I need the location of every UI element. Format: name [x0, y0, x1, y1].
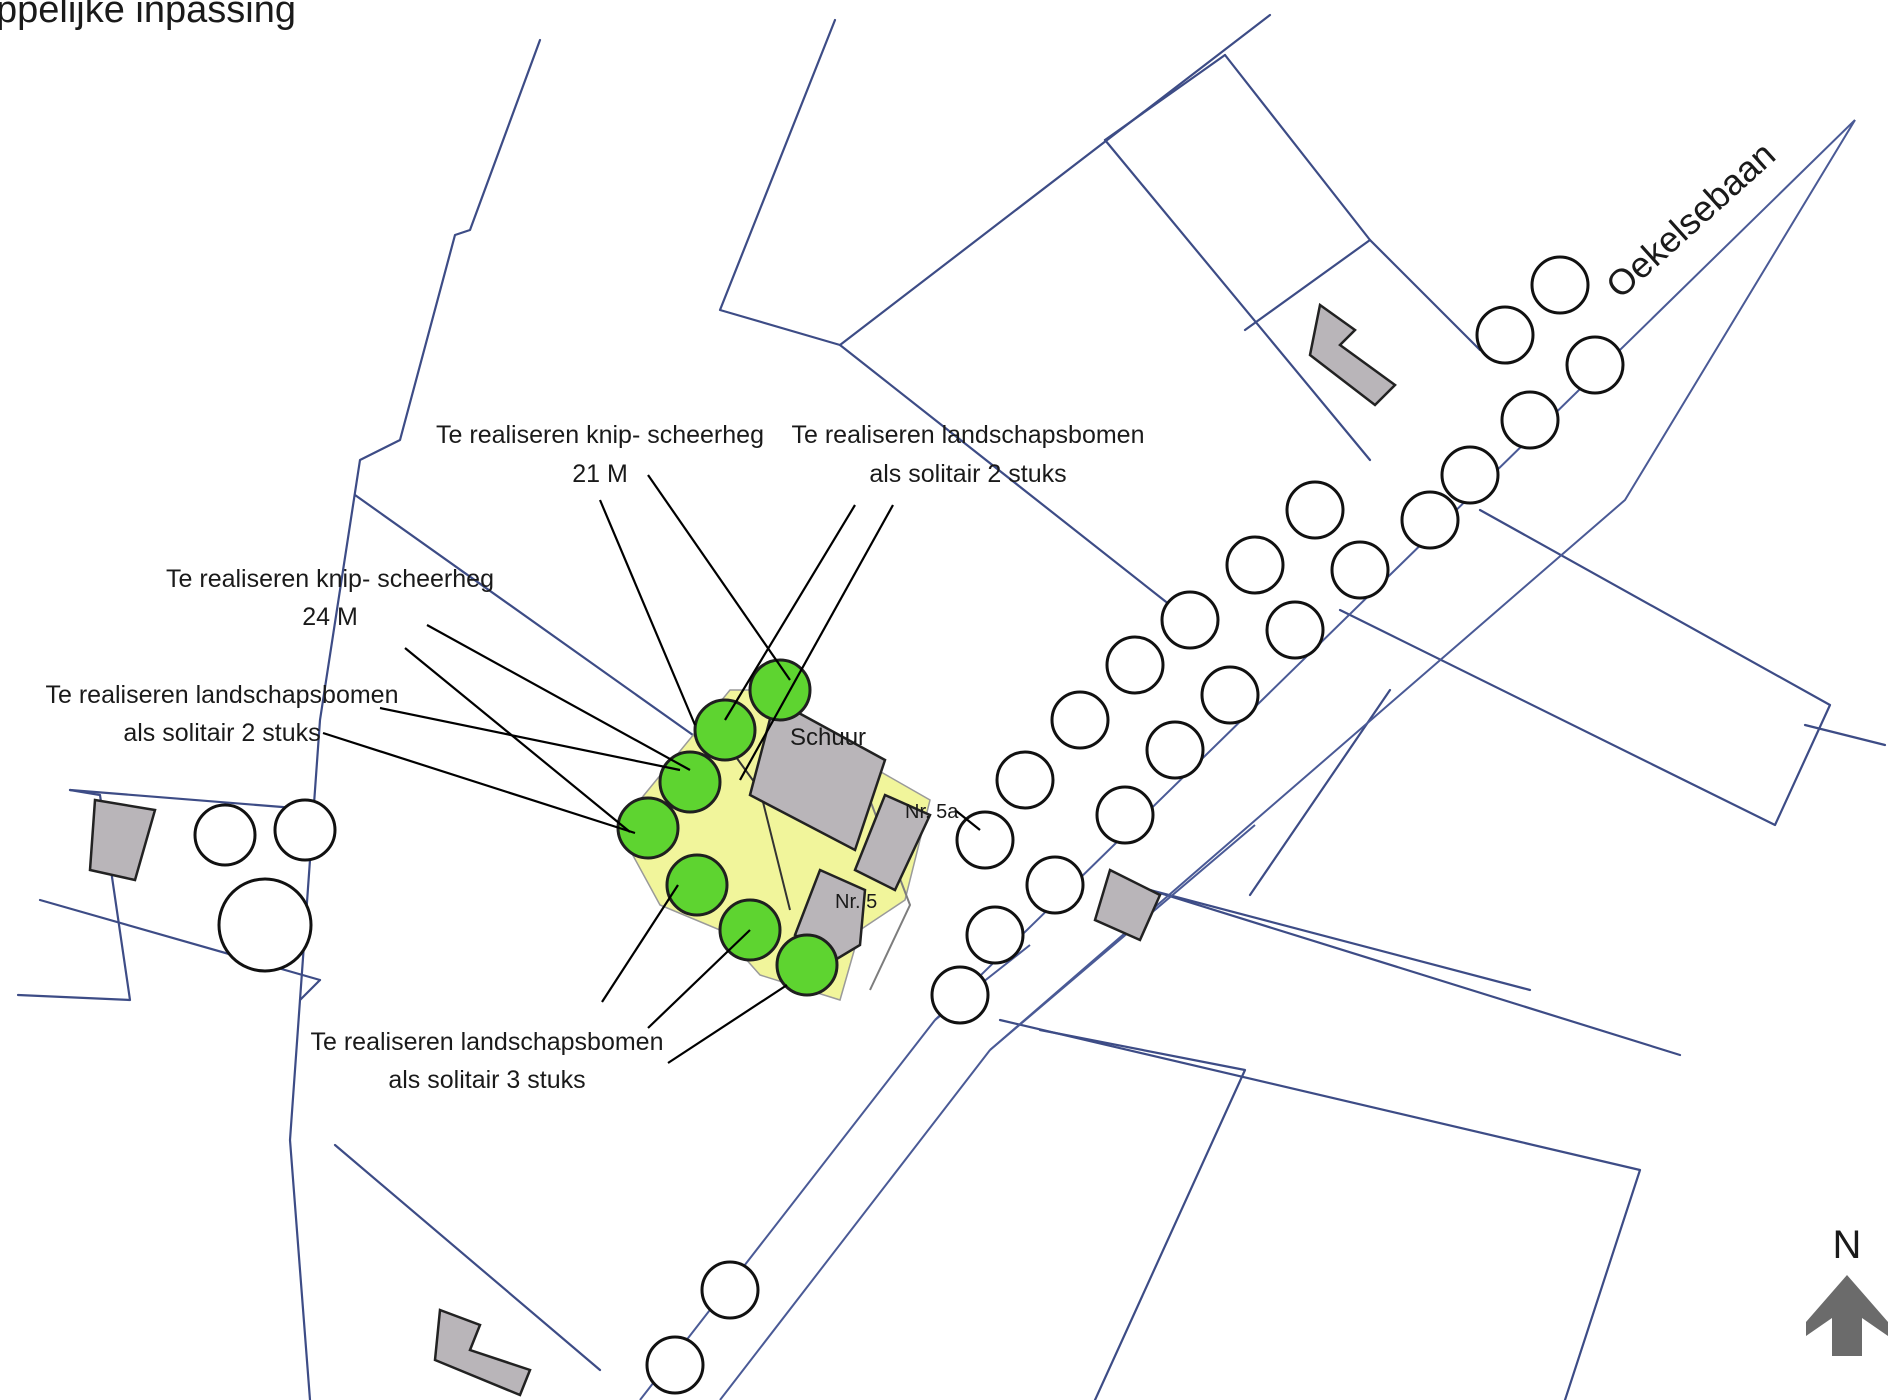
- label-trees-2-top: Te realiseren landschapsbomen als solita…: [792, 421, 1145, 488]
- existing-trees: [193, 255, 1625, 1395]
- tree-existing-icon: [645, 1335, 705, 1395]
- tree-existing-icon: [930, 965, 990, 1025]
- tree-new-icon: [693, 698, 757, 762]
- tree-new-icon: [748, 658, 812, 722]
- label-hedge-24m: Te realiseren knip- scheerheg 24 M: [166, 565, 494, 631]
- label-trees-3-line2: als solitair 3 stuks: [388, 1066, 585, 1094]
- label-trees-3: Te realiseren landschapsbomen als solita…: [311, 1028, 664, 1094]
- label-nr5a: Nr. 5a: [905, 801, 959, 823]
- tree-existing-icon: [1265, 600, 1325, 660]
- parcel-lines: [16, 13, 1887, 1400]
- tree-existing-icon: [1225, 535, 1285, 595]
- tree-existing-icon: [965, 905, 1025, 965]
- tree-existing-icon: [1400, 490, 1460, 550]
- tree-new-icon: [665, 853, 729, 917]
- label-trees-2-left-line2: als solitair 2 stuks: [123, 719, 320, 747]
- tree-existing-icon: [1050, 690, 1110, 750]
- label-trees-2-left: Te realiseren landschapsbomen als solita…: [46, 681, 399, 747]
- tree-existing-icon: [700, 1260, 760, 1320]
- building-schuur: [748, 698, 887, 852]
- label-hedge-24m-line2: 24 M: [302, 603, 358, 631]
- building-neighbour-north: [1308, 302, 1397, 407]
- tree-existing-icon: [1440, 445, 1500, 505]
- tree-existing-icon: [1530, 255, 1590, 315]
- tree-existing-icon: [1105, 635, 1165, 695]
- tree-existing-icon: [1475, 305, 1535, 365]
- label-trees-2-top-line1: Te realiseren landschapsbomen: [792, 421, 1145, 449]
- tree-existing-icon: [1330, 540, 1390, 600]
- tree-existing-icon: [1160, 590, 1220, 650]
- label-trees-2-top-line2: als solitair 2 stuks: [869, 460, 1066, 488]
- tree-existing-icon: [273, 798, 337, 862]
- tree-new-icon: [775, 933, 839, 997]
- road-oekelsebaan: [639, 119, 1856, 1400]
- building-neighbour-south: [433, 1308, 532, 1397]
- label-trees-3-line1: Te realiseren landschapsbomen: [311, 1028, 664, 1056]
- tree-existing-icon: [1095, 785, 1155, 845]
- tree-new-icon: [658, 750, 722, 814]
- north-arrow-icon: [1806, 1275, 1888, 1356]
- label-trees-2-left-line1: Te realiseren landschapsbomen: [46, 681, 399, 709]
- tree-existing-icon: [1200, 665, 1260, 725]
- tree-existing-icon: [1565, 335, 1625, 395]
- label-schuur: Schuur: [790, 724, 866, 751]
- tree-existing-icon: [955, 810, 1015, 870]
- buildings: [88, 302, 1397, 1397]
- tree-existing-icon: [1500, 390, 1560, 450]
- building-nr5a: [853, 793, 932, 892]
- tree-new-icon: [616, 796, 680, 860]
- label-hedge-21m-line1: Te realiseren knip- scheerheg: [436, 421, 764, 449]
- tree-existing-icon: [1025, 855, 1085, 915]
- tree-existing-icon: [1145, 720, 1205, 780]
- label-hedge-24m-line1: Te realiseren knip- scheerheg: [166, 565, 494, 593]
- label-hedge-21m: Te realiseren knip- scheerheg 21 M: [436, 421, 764, 488]
- north-arrow: N: [1806, 1223, 1888, 1356]
- page-title: ppelijke inpassing: [0, 0, 296, 31]
- tree-existing-icon: [193, 803, 257, 867]
- north-label: N: [1833, 1223, 1862, 1267]
- tree-existing-icon: [1285, 480, 1345, 540]
- building-neighbour-east: [1093, 868, 1162, 942]
- label-hedge-21m-line2: 21 M: [572, 460, 628, 488]
- tree-existing-icon: [217, 877, 313, 973]
- tree-existing-icon: [995, 750, 1055, 810]
- leader-lines: [322, 474, 981, 1064]
- building-neighbour-west: [88, 798, 157, 882]
- label-nr5: Nr. 5: [835, 891, 877, 913]
